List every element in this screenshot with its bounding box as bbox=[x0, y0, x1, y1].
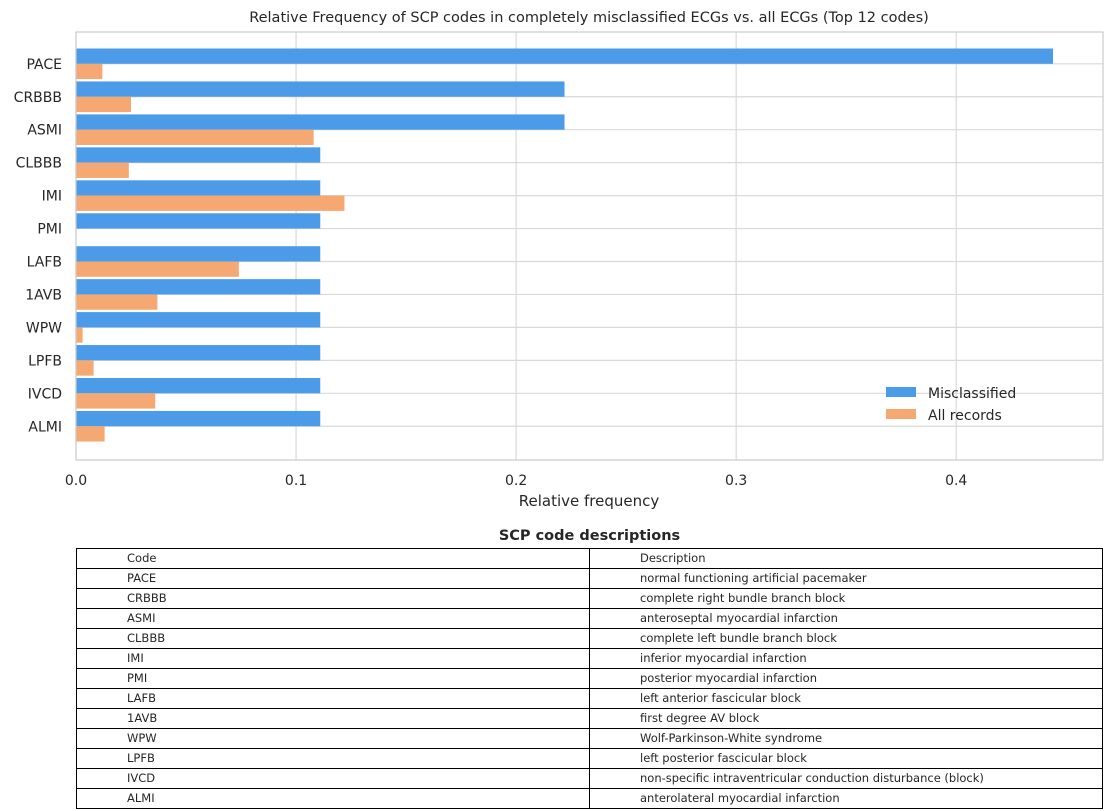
description-cell: anteroseptal myocardial infarction bbox=[589, 608, 1103, 629]
bar-misclassified-clbbb bbox=[76, 147, 321, 163]
table-row: LAFB left anterior fascicular block bbox=[76, 688, 1103, 709]
category-label: ALMI bbox=[28, 419, 62, 435]
description-cell: complete left bundle branch block bbox=[589, 628, 1103, 649]
bar-misclassified-imi bbox=[76, 180, 321, 196]
table-title: SCP code descriptions bbox=[498, 528, 681, 544]
legend-swatch-all-records bbox=[886, 409, 916, 419]
description-cell: anterolateral myocardial infarction bbox=[589, 788, 1103, 809]
description-cell: posterior myocardial infarction bbox=[589, 668, 1103, 689]
bar-misclassified-lafb bbox=[76, 246, 321, 262]
table-row: IMI inferior myocardial infarction bbox=[76, 648, 1103, 669]
description-cell: inferior myocardial infarction bbox=[589, 648, 1103, 669]
bar-all-records-wpw bbox=[76, 327, 83, 343]
table-row: ALMI anterolateral myocardial infarction bbox=[76, 788, 1103, 809]
table-row: ASMI anteroseptal myocardial infarction bbox=[76, 608, 1103, 629]
table-row: PMI posterior myocardial infarction bbox=[76, 668, 1103, 689]
code-cell: CRBBB bbox=[76, 588, 590, 609]
code-cell: ASMI bbox=[76, 608, 590, 629]
description-cell: left posterior fascicular block bbox=[589, 748, 1103, 769]
x-axis-label: Relative frequency bbox=[519, 492, 660, 510]
table-row: 1AVB first degree AV block bbox=[76, 708, 1103, 729]
legend-label-misclassified: Misclassified bbox=[928, 386, 1016, 402]
bar-misclassified-pmi bbox=[76, 213, 321, 229]
x-tick-labels: 0.0 0.1 0.2 0.3 0.4 bbox=[65, 473, 968, 489]
description-cell: first degree AV block bbox=[589, 708, 1103, 729]
bar-all-records-almi bbox=[76, 426, 105, 442]
bar-misclassified-crbbb bbox=[76, 81, 565, 97]
x-tick-label: 0.3 bbox=[725, 473, 747, 489]
category-label: PMI bbox=[37, 222, 62, 238]
bar-chart: Relative Frequency of SCP codes in compl… bbox=[14, 10, 1104, 510]
category-label: LAFB bbox=[27, 255, 62, 271]
code-cell: PMI bbox=[76, 668, 590, 689]
code-cell: CLBBB bbox=[76, 628, 590, 649]
description-cell: Wolf-Parkinson-White syndrome bbox=[589, 728, 1103, 749]
plot-frame bbox=[75, 31, 1104, 461]
bar-misclassified-1avb bbox=[76, 279, 321, 295]
category-label: WPW bbox=[26, 320, 62, 336]
bar-misclassified-asmi bbox=[76, 114, 565, 130]
code-cell: PACE bbox=[76, 568, 590, 589]
description-cell: left anterior fascicular block bbox=[589, 688, 1103, 709]
legend: Misclassified All records bbox=[886, 386, 1016, 424]
bar-all-records-1avb bbox=[76, 294, 158, 310]
bar-all-records-asmi bbox=[76, 129, 314, 145]
table-row: LPFB left posterior fascicular block bbox=[76, 748, 1103, 769]
bar-all-records-lafb bbox=[76, 261, 239, 277]
category-label: CRBBB bbox=[14, 90, 62, 106]
code-cell: IVCD bbox=[76, 768, 590, 789]
bar-all-records-lpfb bbox=[76, 360, 94, 376]
code-cell: ALMI bbox=[76, 788, 590, 809]
description-cell: normal functioning artificial pacemaker bbox=[589, 568, 1103, 589]
bar-misclassified-almi bbox=[76, 410, 321, 427]
bar-misclassified-wpw bbox=[76, 312, 321, 328]
category-label: LPFB bbox=[28, 353, 62, 369]
category-label: IMI bbox=[42, 189, 62, 205]
scp-description-table: Code Description PACE normal functioning ar… bbox=[76, 548, 1103, 809]
category-label: IVCD bbox=[28, 386, 62, 402]
code-cell: IMI bbox=[76, 648, 590, 669]
category-label: ASMI bbox=[27, 123, 62, 139]
bar-all-records-pace bbox=[76, 63, 103, 80]
code-cell: LAFB bbox=[76, 688, 590, 709]
x-tick-label: 0.0 bbox=[65, 473, 87, 489]
legend-swatch-misclassified bbox=[886, 387, 916, 397]
bars bbox=[76, 48, 1054, 442]
code-cell: Code bbox=[76, 548, 590, 569]
table-row: PACE normal functioning artificial pacema… bbox=[76, 568, 1103, 589]
code-cell: 1AVB bbox=[76, 708, 590, 729]
category-labels: PACE CRBBB ASMI CLBBB IMI PMI LAFB 1AVB WPW LPFB I… bbox=[14, 57, 62, 435]
bar-misclassified-lpfb bbox=[76, 345, 321, 361]
x-tick-label: 0.4 bbox=[945, 473, 967, 489]
bar-all-records-ivcd bbox=[76, 393, 156, 409]
table-header-row: Code Description bbox=[76, 548, 1103, 569]
x-tick-label: 0.1 bbox=[285, 473, 307, 489]
table-row: IVCD non-specific intraventricular conduc… bbox=[76, 768, 1103, 789]
category-label: PACE bbox=[27, 57, 63, 73]
description-cell: Description bbox=[589, 548, 1103, 569]
table-row: CRBBB complete right bundle branch block bbox=[76, 588, 1103, 609]
code-cell: WPW bbox=[76, 728, 590, 749]
bar-all-records-crbbb bbox=[76, 96, 132, 113]
category-label: 1AVB bbox=[25, 287, 62, 303]
code-cell: LPFB bbox=[76, 748, 590, 769]
table-row: CLBBB complete left bundle branch block bbox=[76, 628, 1103, 649]
table-row: WPW Wolf-Parkinson-White syndrome bbox=[76, 728, 1103, 749]
category-label: CLBBB bbox=[16, 156, 62, 172]
chart-title: Relative Frequency of SCP codes in compl… bbox=[249, 10, 929, 26]
description-cell: non-specific intraventricular conduction… bbox=[589, 768, 1103, 789]
x-tick-label: 0.2 bbox=[505, 473, 527, 489]
legend-label-all-records: All records bbox=[928, 408, 1002, 424]
description-cell: complete right bundle branch block bbox=[589, 588, 1103, 609]
bar-misclassified-ivcd bbox=[76, 378, 321, 394]
bar-misclassified-pace bbox=[76, 48, 1054, 64]
bar-all-records-imi bbox=[76, 195, 345, 211]
bar-all-records-clbbb bbox=[76, 162, 129, 178]
